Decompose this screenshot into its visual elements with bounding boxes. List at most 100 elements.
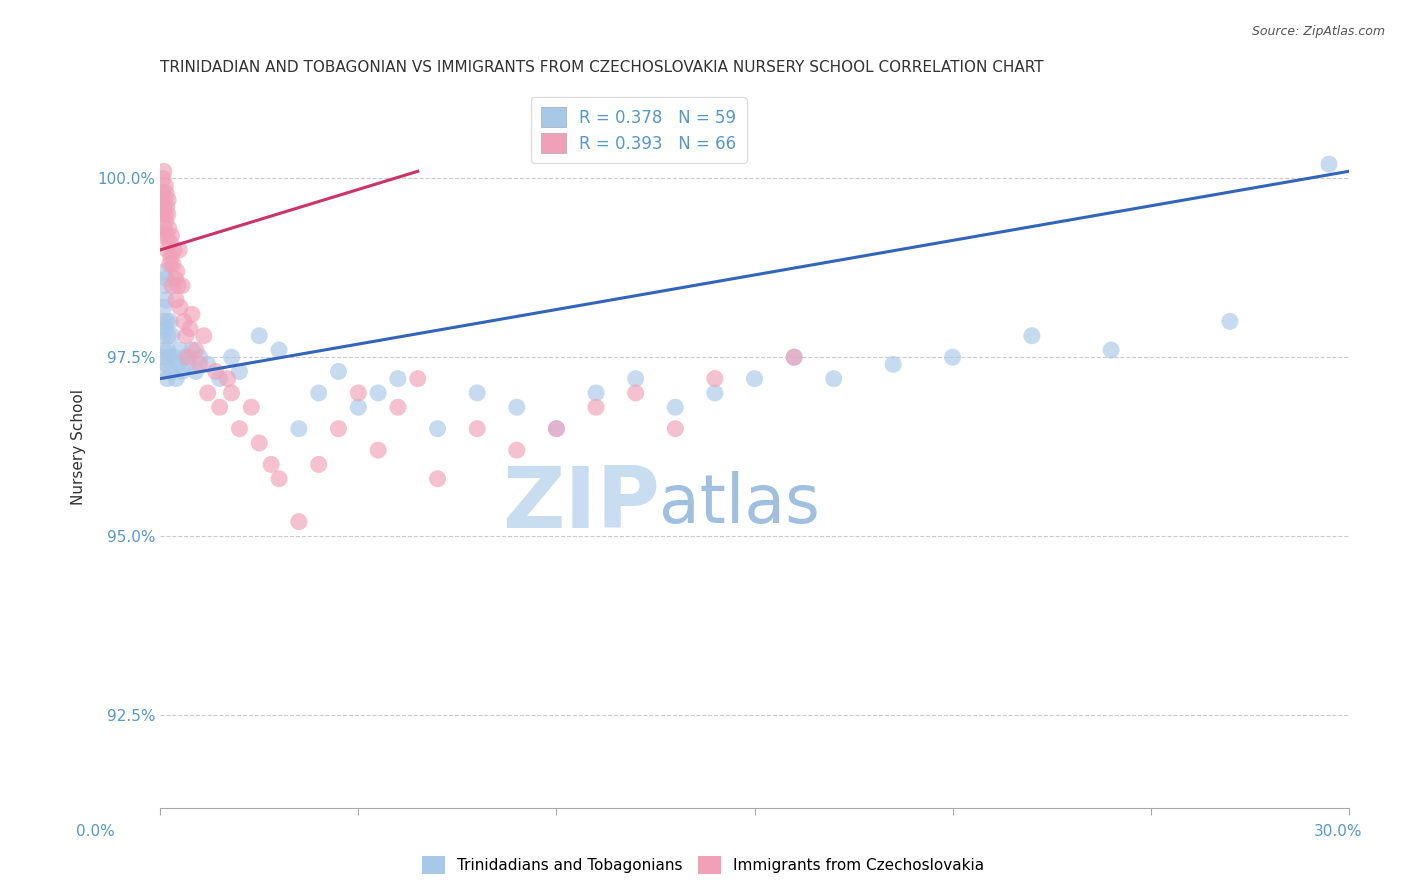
Point <box>240 401 263 415</box>
Point <box>267 472 290 486</box>
Point <box>156 371 179 385</box>
Point <box>152 300 174 314</box>
Text: atlas: atlas <box>659 471 820 537</box>
Point <box>288 515 311 529</box>
Point <box>347 386 370 401</box>
Point <box>783 350 806 364</box>
Point <box>150 364 173 378</box>
Point <box>152 328 174 343</box>
Point <box>152 186 174 200</box>
Point <box>169 300 191 314</box>
Point <box>155 214 177 228</box>
Point <box>159 314 181 328</box>
Point <box>1021 328 1043 343</box>
Point <box>328 422 350 436</box>
Point <box>173 314 195 328</box>
Point <box>159 257 181 271</box>
Point <box>163 243 186 257</box>
Point <box>169 343 191 357</box>
Point <box>188 357 211 371</box>
Point <box>156 314 179 328</box>
Point <box>193 328 215 343</box>
Point <box>165 371 187 385</box>
Point <box>1099 343 1122 357</box>
Point <box>160 328 183 343</box>
Point <box>155 186 177 200</box>
Point <box>157 350 180 364</box>
Point <box>783 350 806 364</box>
Point <box>165 293 187 307</box>
Point <box>426 472 449 486</box>
Point <box>184 364 207 378</box>
Point <box>157 328 180 343</box>
Point <box>703 386 725 401</box>
Point <box>150 228 173 243</box>
Point <box>179 321 201 335</box>
Point <box>152 314 174 328</box>
Point <box>942 350 965 364</box>
Point <box>624 386 647 401</box>
Point <box>160 228 183 243</box>
Point <box>308 386 330 401</box>
Point <box>228 422 250 436</box>
Point <box>664 422 686 436</box>
Text: ZIP: ZIP <box>502 463 659 546</box>
Point <box>152 200 174 214</box>
Point <box>160 364 183 378</box>
Point <box>465 422 488 436</box>
Point <box>166 264 188 278</box>
Point <box>157 193 180 207</box>
Point <box>167 357 190 371</box>
Point <box>247 328 270 343</box>
Text: Source: ZipAtlas.com: Source: ZipAtlas.com <box>1251 25 1385 38</box>
Point <box>162 257 184 271</box>
Point <box>156 228 179 243</box>
Point <box>506 443 529 458</box>
Point <box>197 357 219 371</box>
Point <box>308 458 330 472</box>
Point <box>174 328 197 343</box>
Point <box>882 357 904 371</box>
Point <box>180 307 202 321</box>
Point <box>217 371 239 385</box>
Point <box>167 243 190 257</box>
Point <box>152 350 174 364</box>
Point <box>260 458 283 472</box>
Point <box>153 207 176 221</box>
Point <box>228 364 250 378</box>
Y-axis label: Nursery School: Nursery School <box>72 389 86 505</box>
Point <box>204 364 226 378</box>
Point <box>152 164 174 178</box>
Point <box>221 350 243 364</box>
Point <box>170 364 193 378</box>
Point <box>465 386 488 401</box>
Point <box>170 278 193 293</box>
Point <box>247 436 270 450</box>
Point <box>156 243 179 257</box>
Point <box>155 178 177 193</box>
Point <box>150 207 173 221</box>
Text: 30.0%: 30.0% <box>1315 824 1362 839</box>
Point <box>347 401 370 415</box>
Text: 0.0%: 0.0% <box>76 824 115 839</box>
Point <box>1317 157 1340 171</box>
Point <box>152 171 174 186</box>
Point <box>624 371 647 385</box>
Point <box>173 350 195 364</box>
Point <box>153 221 176 235</box>
Point <box>221 386 243 401</box>
Point <box>288 422 311 436</box>
Point <box>153 343 176 357</box>
Point <box>163 350 186 364</box>
Point <box>208 371 231 385</box>
Point <box>823 371 845 385</box>
Point <box>506 401 529 415</box>
Point <box>367 443 389 458</box>
Point <box>153 278 176 293</box>
Point <box>155 271 177 285</box>
Point <box>1219 314 1241 328</box>
Point <box>208 401 231 415</box>
Point <box>153 193 176 207</box>
Point <box>585 401 607 415</box>
Point <box>546 422 568 436</box>
